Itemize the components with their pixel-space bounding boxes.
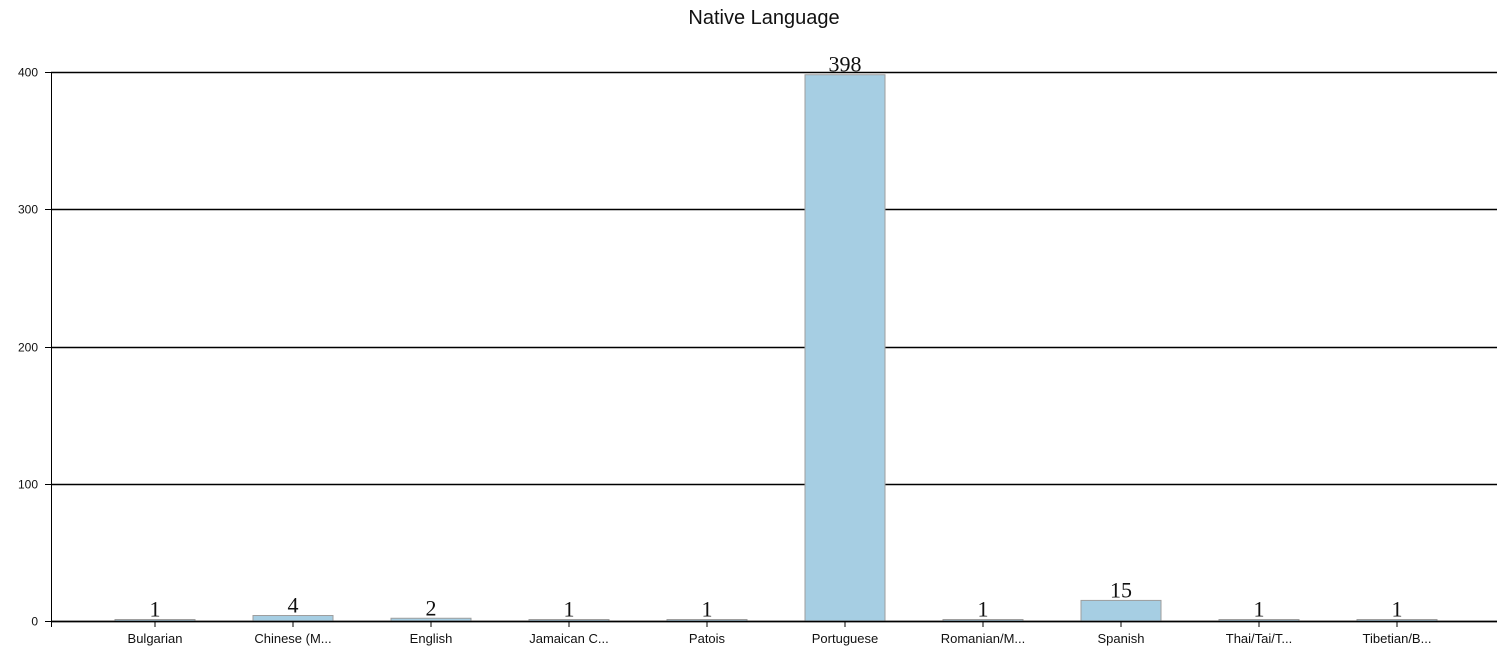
data-label: 15 (1110, 577, 1132, 602)
data-label: 1 (150, 597, 161, 622)
bar[interactable] (804, 74, 886, 622)
data-label: 1 (702, 597, 713, 622)
y-tick-label: 400 (18, 66, 38, 80)
bar[interactable] (1080, 599, 1162, 622)
y-tick-label: 300 (18, 203, 38, 217)
gridlines (51, 71, 1497, 623)
data-label: 2 (426, 595, 437, 620)
x-tick-label: Spanish (1098, 631, 1145, 646)
data-labels: 1 4 2 1 1 398 1 15 1 1 (150, 52, 1403, 622)
x-tick-label: Jamaican C... (529, 631, 608, 646)
data-label: 1 (978, 597, 989, 622)
data-label: 1 (1392, 597, 1403, 622)
y-tick-label: 100 (18, 478, 38, 492)
y-tick-label: 200 (18, 341, 38, 355)
data-label: 1 (564, 597, 575, 622)
x-tick-label: Romanian/M... (941, 631, 1026, 646)
x-axis: Bulgarian Chinese (M... English Jamaican C.… (51, 620, 1497, 646)
chart-title: Native Language (688, 7, 839, 29)
x-tick-label: English (410, 631, 453, 646)
data-label: 4 (288, 593, 299, 618)
x-tick-label: Patois (689, 631, 726, 646)
y-axis: 0 100 200 300 400 (18, 66, 52, 629)
x-tick-label: Chinese (M... (254, 631, 331, 646)
x-tick-label: Portuguese (812, 631, 879, 646)
x-tick-label: Tibetian/B... (1363, 631, 1432, 646)
x-tick-label: Bulgarian (128, 631, 183, 646)
data-label: 1 (1254, 597, 1265, 622)
y-tick-label: 0 (31, 615, 38, 629)
x-tick-label: Thai/Tai/T... (1226, 631, 1292, 646)
data-label: 398 (829, 52, 862, 77)
